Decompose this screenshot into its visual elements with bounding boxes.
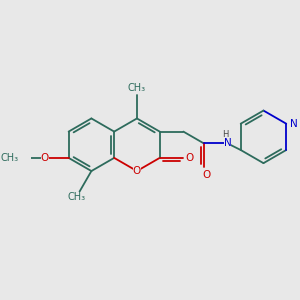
Text: N: N bbox=[290, 119, 298, 129]
Text: O: O bbox=[133, 166, 141, 176]
Text: H: H bbox=[222, 130, 228, 139]
Text: O: O bbox=[41, 153, 49, 163]
Text: CH₃: CH₃ bbox=[68, 192, 86, 202]
Text: O: O bbox=[186, 153, 194, 163]
Text: CH₃: CH₃ bbox=[128, 83, 146, 93]
Text: O: O bbox=[202, 170, 211, 180]
Text: CH₃: CH₃ bbox=[1, 153, 19, 163]
Text: N: N bbox=[224, 138, 231, 148]
